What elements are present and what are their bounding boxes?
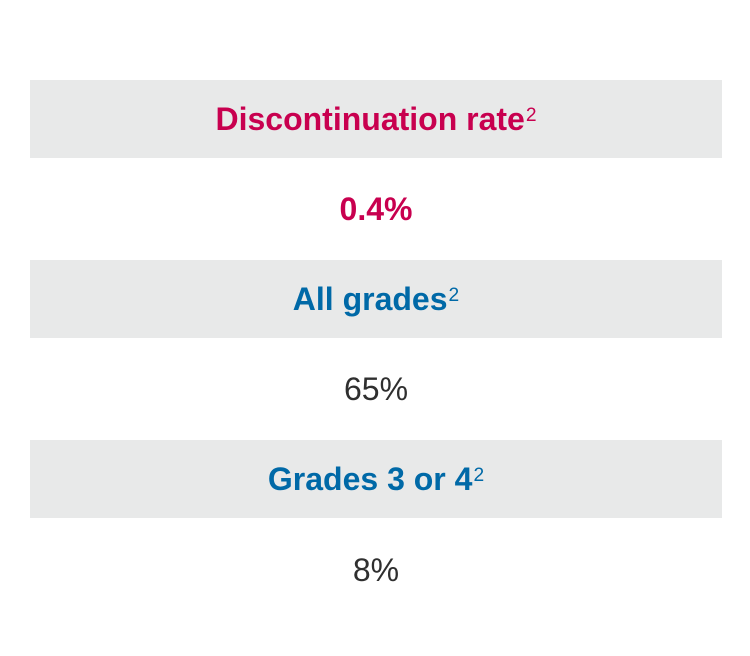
- all-grades-header: All grades 2: [30, 260, 722, 338]
- grades-3-or-4-label: Grades 3 or 4: [267, 460, 473, 497]
- discontinuation-rate-value: 0.4%: [339, 190, 413, 227]
- grades-3-or-4-value: 8%: [352, 551, 400, 588]
- discontinuation-rate-header: Discontinuation rate 2: [30, 80, 722, 158]
- footnote-ref: 2: [448, 285, 460, 307]
- all-grades-value: 65%: [343, 370, 409, 407]
- discontinuation-rate-label: Discontinuation rate: [215, 100, 525, 137]
- results-table: Discontinuation rate 2 0.4% All grades 2 6…: [30, 80, 722, 622]
- all-grades-label: All grades: [292, 280, 448, 317]
- all-grades-value-row: 65%: [30, 338, 722, 440]
- grades-3-or-4-value-row: 8%: [30, 518, 722, 622]
- footnote-ref: 2: [473, 465, 485, 487]
- footnote-ref: 2: [525, 105, 537, 127]
- discontinuation-rate-value-row: 0.4%: [30, 158, 722, 260]
